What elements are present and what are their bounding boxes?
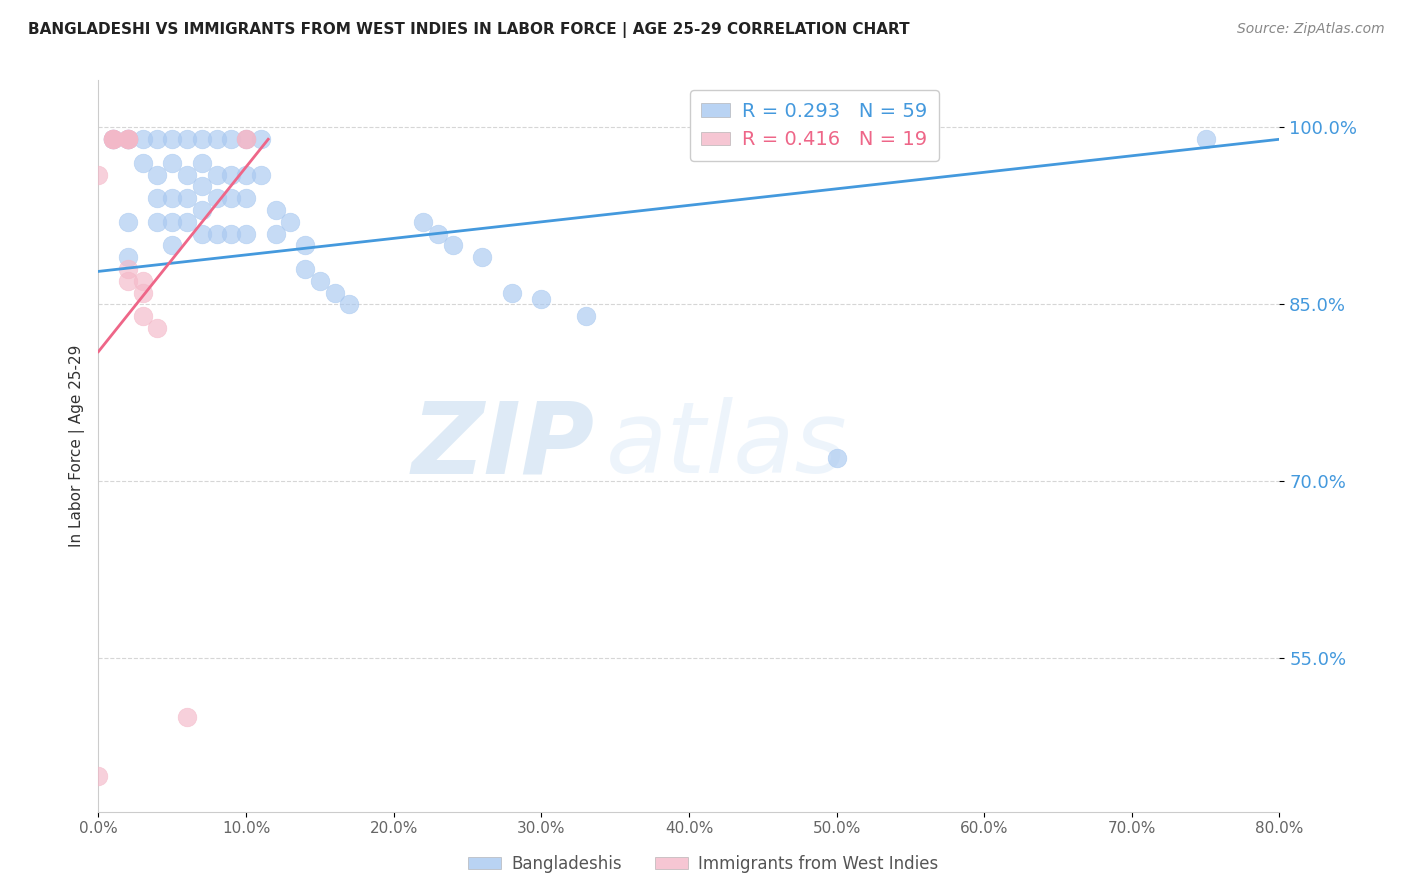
Point	[235, 132, 257, 146]
Point	[87, 168, 110, 182]
Point	[191, 156, 214, 170]
Point	[162, 215, 183, 229]
Text: atlas: atlas	[606, 398, 848, 494]
Point	[103, 132, 125, 146]
Point	[176, 132, 198, 146]
Point	[235, 132, 257, 146]
Point	[117, 250, 139, 264]
Point	[146, 132, 169, 146]
Point	[103, 132, 125, 146]
Y-axis label: In Labor Force | Age 25-29: In Labor Force | Age 25-29	[69, 345, 84, 547]
Point	[176, 215, 198, 229]
Text: Source: ZipAtlas.com: Source: ZipAtlas.com	[1237, 22, 1385, 37]
Point	[309, 274, 332, 288]
Point	[235, 191, 257, 205]
Point	[264, 202, 287, 217]
Point	[191, 132, 214, 146]
Point	[176, 191, 198, 205]
Point	[427, 227, 450, 241]
Point	[162, 191, 183, 205]
Point	[574, 310, 596, 324]
Point	[264, 227, 287, 241]
Point	[103, 132, 125, 146]
Point	[146, 215, 169, 229]
Point	[235, 132, 257, 146]
Point	[103, 132, 125, 146]
Point	[103, 132, 125, 146]
Point	[412, 215, 434, 229]
Point	[219, 227, 242, 241]
Text: BANGLADESHI VS IMMIGRANTS FROM WEST INDIES IN LABOR FORCE | AGE 25-29 CORRELATIO: BANGLADESHI VS IMMIGRANTS FROM WEST INDI…	[28, 22, 910, 38]
Point	[1195, 132, 1218, 146]
Point	[117, 274, 139, 288]
Point	[132, 285, 155, 300]
Point	[132, 132, 155, 146]
Point	[132, 156, 155, 170]
Point	[176, 168, 198, 182]
Legend: Bangladeshis, Immigrants from West Indies: Bangladeshis, Immigrants from West Indie…	[461, 848, 945, 880]
Point	[117, 132, 139, 146]
Point	[117, 215, 139, 229]
Point	[117, 262, 139, 277]
Point	[294, 238, 316, 252]
Point	[235, 227, 257, 241]
Point	[117, 132, 139, 146]
Legend: R = 0.293   N = 59, R = 0.416   N = 19: R = 0.293 N = 59, R = 0.416 N = 19	[689, 90, 939, 161]
Point	[117, 132, 139, 146]
Point	[205, 168, 228, 182]
Point	[117, 132, 139, 146]
Point	[191, 202, 214, 217]
Point	[103, 132, 125, 146]
Point	[162, 132, 183, 146]
Point	[146, 168, 169, 182]
Point	[146, 321, 169, 335]
Text: ZIP: ZIP	[412, 398, 595, 494]
Point	[530, 292, 553, 306]
Point	[235, 168, 257, 182]
Point	[117, 132, 139, 146]
Point	[278, 215, 302, 229]
Point	[825, 450, 848, 465]
Point	[132, 310, 155, 324]
Point	[471, 250, 494, 264]
Point	[219, 191, 242, 205]
Point	[205, 191, 228, 205]
Point	[219, 168, 242, 182]
Point	[205, 132, 228, 146]
Point	[294, 262, 316, 277]
Point	[103, 132, 125, 146]
Point	[337, 297, 360, 311]
Point	[87, 769, 110, 783]
Point	[205, 227, 228, 241]
Point	[219, 132, 242, 146]
Point	[162, 156, 183, 170]
Point	[501, 285, 523, 300]
Point	[250, 132, 273, 146]
Point	[191, 179, 214, 194]
Point	[146, 191, 169, 205]
Point	[132, 274, 155, 288]
Point	[162, 238, 183, 252]
Point	[250, 168, 273, 182]
Point	[117, 132, 139, 146]
Point	[441, 238, 464, 252]
Point	[117, 132, 139, 146]
Point	[191, 227, 214, 241]
Point	[176, 710, 198, 724]
Point	[323, 285, 346, 300]
